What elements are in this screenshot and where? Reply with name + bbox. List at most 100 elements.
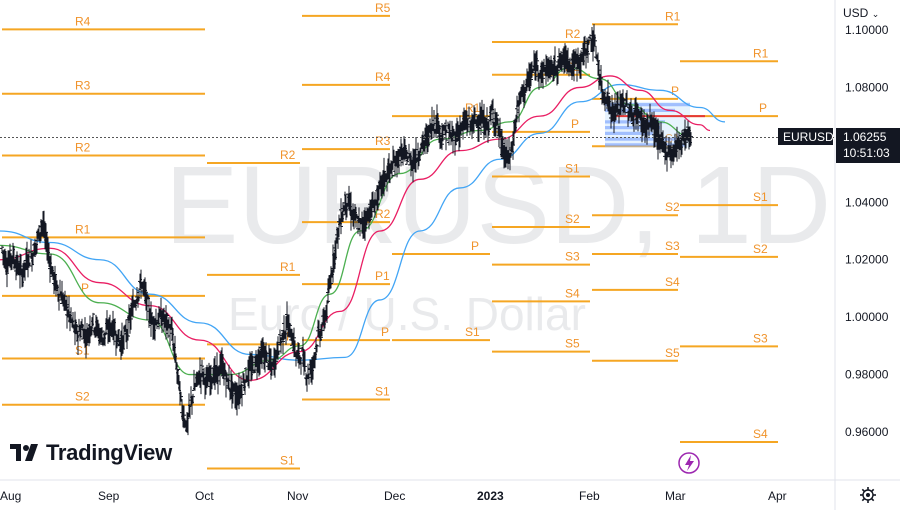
price-tick-label: 0.98000 — [845, 368, 889, 382]
pivot-label-s5: S5 — [565, 337, 580, 351]
pivot-label-s4: S4 — [565, 286, 580, 300]
pivot-label-r3: R3 — [375, 134, 391, 148]
price-bar — [444, 119, 448, 151]
pivot-label-r2: R2 — [75, 140, 91, 154]
pivot-label-r5: R5 — [375, 1, 391, 15]
price-bar — [548, 59, 552, 80]
pivot-label-r4: R4 — [375, 70, 391, 84]
price-bar — [0, 245, 4, 252]
pivot-label-s1: S1 — [75, 343, 90, 357]
price-tick-label: 1.04000 — [845, 195, 889, 209]
profile-row — [605, 103, 690, 107]
symbol-price-badge[interactable]: EURUSD — [778, 128, 834, 145]
price-bar — [319, 324, 323, 341]
price-bar — [467, 106, 471, 120]
tradingview-logo-text: TradingView — [46, 440, 172, 465]
pivot-label-s3: S3 — [753, 331, 768, 345]
price-bar — [336, 227, 340, 249]
price-bar — [541, 62, 545, 89]
price-bar — [485, 107, 489, 131]
pivot-label-s2: S2 — [75, 390, 90, 404]
price-bar — [418, 147, 422, 161]
pivot-label-p: P — [571, 117, 579, 131]
pivot-label-r3: R3 — [75, 79, 91, 93]
time-tick-label: Nov — [287, 489, 308, 503]
lightning-icon[interactable] — [678, 452, 700, 474]
price-bar — [91, 312, 95, 327]
pivot-label-s3: S3 — [565, 250, 580, 264]
price-bar — [341, 202, 345, 223]
time-tick-label: Apr — [768, 489, 787, 503]
price-bar — [240, 383, 244, 407]
price-bar — [556, 59, 560, 84]
price-bar — [315, 344, 319, 353]
price-bar — [292, 327, 296, 358]
price-bar — [288, 322, 292, 338]
price-bar — [144, 281, 148, 311]
currency-label: USD — [843, 6, 869, 20]
price-bar — [441, 124, 445, 142]
pivot-label-p: P — [471, 239, 479, 253]
pivot-label-s1: S1 — [565, 161, 580, 175]
watermark-description: Euro / U.S. Dollar — [228, 288, 586, 340]
last-price-badge[interactable]: 1.06255 10:51:03 — [836, 128, 900, 163]
pivot-label-s1: S1 — [465, 325, 480, 339]
pivot-label-r1: R1 — [280, 260, 296, 274]
price-tick-label: 1.10000 — [845, 23, 889, 37]
pivot-label-r2: R2 — [280, 148, 296, 162]
gear-icon[interactable] — [860, 487, 876, 503]
price-bar — [684, 128, 688, 149]
time-tick-label: Mar — [665, 489, 686, 503]
price-bar — [495, 112, 499, 125]
currency-selector[interactable]: USD ⌄ — [843, 6, 879, 20]
price-bar — [44, 223, 48, 252]
sma-mid-line — [0, 75, 711, 381]
pivot-label-s1: S1 — [753, 190, 768, 204]
pivot-label-s4: S4 — [753, 427, 768, 441]
price-bar — [274, 349, 278, 370]
last-price-value: 1.06255 — [843, 130, 887, 144]
price-bar — [599, 64, 603, 92]
pivot-label-r1: R1 — [753, 46, 769, 60]
price-tick-label: 1.02000 — [845, 253, 889, 267]
price-bar — [689, 132, 693, 146]
pivot-label-r4: R4 — [75, 14, 91, 28]
price-bar — [165, 312, 169, 331]
profile-row — [605, 126, 660, 130]
time-tick-label: Dec — [384, 489, 405, 503]
price-bar — [606, 79, 610, 112]
price-bar — [191, 393, 195, 404]
pivot-label-s2: S2 — [565, 212, 580, 226]
time-tick-label: Feb — [579, 489, 600, 503]
price-bar — [586, 39, 590, 63]
price-bar — [535, 50, 539, 72]
price-bar — [440, 123, 444, 150]
price-bars — [0, 24, 693, 436]
pivot-label-s1: S1 — [375, 385, 390, 399]
tradingview-logo[interactable]: TradingView — [10, 440, 172, 466]
price-bar — [303, 351, 307, 371]
pivot-label-s2: S2 — [665, 200, 680, 214]
pivot-label-s1: S1 — [280, 453, 295, 467]
profile-row — [605, 131, 653, 135]
bar-countdown: 10:51:03 — [843, 146, 890, 160]
chevron-down-icon: ⌄ — [871, 9, 880, 19]
time-tick-label: Aug — [0, 489, 21, 503]
price-bar — [302, 349, 306, 376]
pivot-label-p: P — [759, 101, 767, 115]
price-tick-label: 1.00000 — [845, 310, 889, 324]
pivot-label-p: P — [671, 84, 679, 98]
profile-row — [605, 143, 685, 147]
price-bar — [529, 62, 533, 87]
price-bar — [473, 107, 477, 124]
pivot-label-r1: R1 — [665, 9, 681, 23]
time-tick-label: Oct — [195, 489, 214, 503]
pivot-label-r1: R1 — [75, 222, 91, 236]
price-tick-label: 0.96000 — [845, 425, 889, 439]
symbol-label: EURUSD — [783, 130, 834, 144]
pivot-label-r2: R2 — [565, 27, 581, 41]
pivot-label-s4: S4 — [665, 275, 680, 289]
time-tick-label: 2023 — [477, 489, 504, 503]
